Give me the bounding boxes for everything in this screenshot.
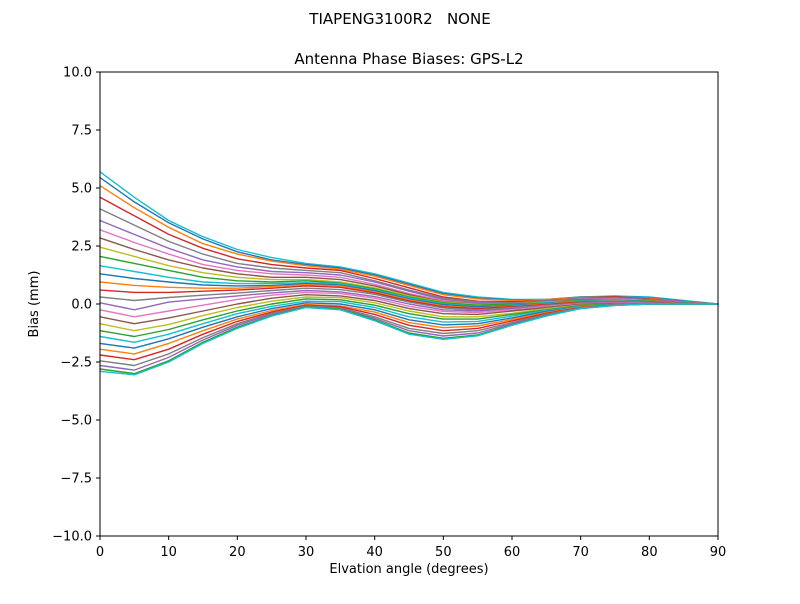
series-line: [99, 229, 719, 305]
figure-title: TIAPENG3100R2 NONE: [308, 10, 490, 28]
x-axis-label: Elvation angle (degrees): [329, 562, 488, 577]
y-tick-label: 2.5: [71, 240, 92, 255]
y-axis-label: Bias (mm): [27, 271, 42, 338]
y-tick-label: −5.0: [60, 414, 92, 429]
x-tick-label: 40: [366, 545, 383, 560]
x-tick-label: 60: [504, 545, 521, 560]
x-tick-label: 20: [229, 545, 246, 560]
series-line: [99, 303, 719, 376]
y-tick-label: −10.0: [52, 530, 92, 545]
axis-ticks: [96, 71, 719, 540]
x-tick-label: 30: [298, 545, 315, 560]
series-line: [99, 303, 719, 361]
x-tick-label: 80: [641, 545, 658, 560]
series-lines: [99, 171, 719, 376]
y-tick-label: −2.5: [60, 356, 92, 371]
series-line: [99, 219, 719, 305]
x-tick-label: 90: [710, 545, 727, 560]
y-tick-label: 7.5: [71, 124, 92, 139]
y-tick-label: 10.0: [63, 66, 92, 81]
tick-labels: 0 10 20 30 40 50 60 70 80 90 10.0 7.5 5.0 2.5 0.0 −2.5 −…: [52, 66, 726, 561]
y-tick-label: 5.0: [71, 182, 92, 197]
x-tick-label: 50: [435, 545, 452, 560]
chart-title: Antenna Phase Biases: GPS-L2: [294, 50, 523, 68]
x-tick-label: 70: [572, 545, 589, 560]
x-tick-label: 0: [96, 545, 104, 560]
x-tick-label: 10: [160, 545, 177, 560]
series-line: [99, 171, 719, 305]
y-tick-label: 0.0: [71, 298, 92, 313]
y-tick-label: −7.5: [60, 472, 92, 487]
series-line: [99, 246, 719, 306]
series-line: [99, 196, 719, 305]
